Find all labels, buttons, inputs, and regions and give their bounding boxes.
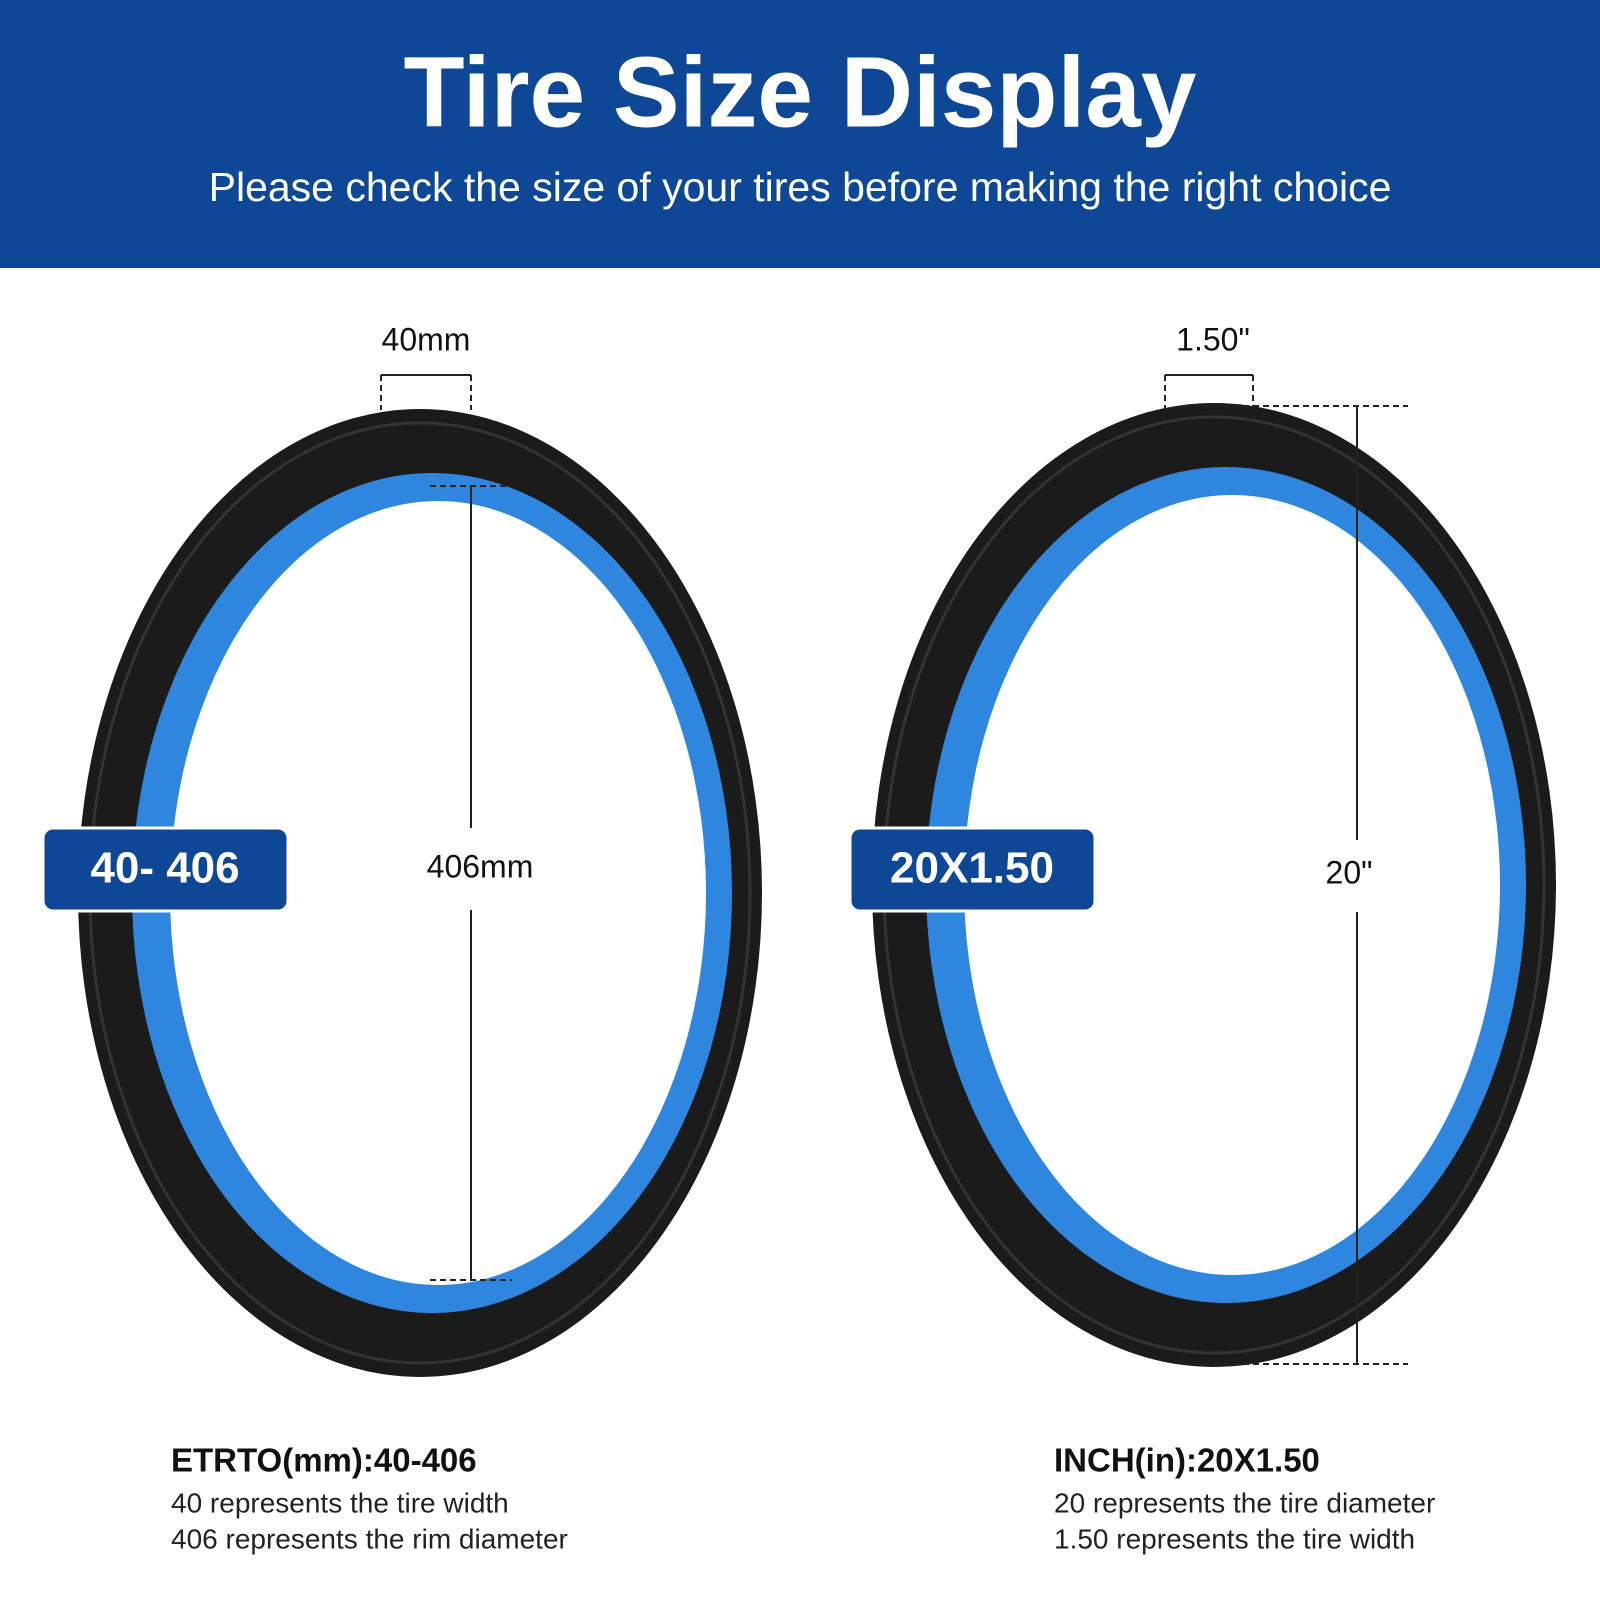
width-label: 40mm [382,321,471,357]
header-band [0,0,1600,268]
badge-text: 20X1.50 [890,844,1054,893]
spec-line: 20 represents the tire diameter [1054,1487,1435,1518]
badge [41,826,290,913]
spec-line: 406 represents the rim diameter [171,1523,568,1554]
width-label: 1.50" [1176,321,1250,357]
dimensions-left [380,374,512,1281]
spec-heading: INCH(in):20X1.50 [1054,1442,1320,1479]
tire-left [78,409,762,1377]
subtitle: Please check the size of your tires befo… [209,164,1392,210]
rim-hole [170,501,706,1285]
spec-line: 1.50 represents the tire width [1054,1523,1415,1554]
spec-heading: ETRTO(mm):40-406 [171,1442,477,1479]
badge [848,826,1097,913]
badge-text: 40- 406 [90,844,239,893]
tire-right [872,403,1556,1367]
dimensions-right [1164,374,1408,1365]
spec-line: 40 represents the tire width [171,1487,509,1518]
rim-hole [964,495,1500,1275]
diameter-label: 20" [1326,854,1373,890]
diameter-label: 406mm [427,848,534,884]
title: Tire Size Display [404,36,1197,148]
